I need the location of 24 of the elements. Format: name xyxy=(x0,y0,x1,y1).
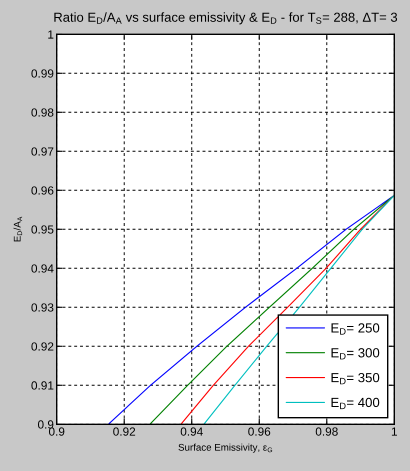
x-tick-label: 1 xyxy=(392,427,398,436)
y-axis-title: E$_{D}$/A$_{A}$ xyxy=(14,216,22,242)
legend-label: E$_{D}$= 350 xyxy=(332,372,380,384)
legend-label: E$_{D}$= 250 xyxy=(332,323,380,335)
y-tick-label: 0.99 xyxy=(31,69,54,78)
x-axis-title: Surface Emissivity, ε$_{G}$ xyxy=(178,444,272,453)
y-tick-label: 0.9 xyxy=(38,420,54,429)
y-tick-label: 0.91 xyxy=(31,381,54,390)
y-tick-label: 0.92 xyxy=(31,342,54,351)
x-tick-label: 0.94 xyxy=(180,427,203,436)
x-tick-label: 0.92 xyxy=(113,427,136,436)
x-tick-label: 0.9 xyxy=(48,427,64,436)
y-tick-label: 0.98 xyxy=(31,108,54,117)
y-tick-label: 0.93 xyxy=(31,303,54,312)
legend-label: E$_{D}$= 400 xyxy=(332,398,380,410)
y-tick-label: 0.96 xyxy=(31,186,54,195)
x-tick-label: 0.96 xyxy=(248,427,270,436)
legend-label: E$_{D}$= 300 xyxy=(332,348,380,360)
x-tick-label: 0.98 xyxy=(316,427,338,436)
y-tick-label: 0.95 xyxy=(31,225,54,234)
y-tick-label: 0.97 xyxy=(31,147,54,156)
chart-title: Ratio E$_{D}$/A$_{A}$ vs surface emissivity & E$_{D}$ - for T$_{S}$= 288, ΔT= 3 xyxy=(54,12,398,24)
y-tick-label: 1 xyxy=(48,30,54,39)
y-tick-label: 0.94 xyxy=(31,264,54,273)
